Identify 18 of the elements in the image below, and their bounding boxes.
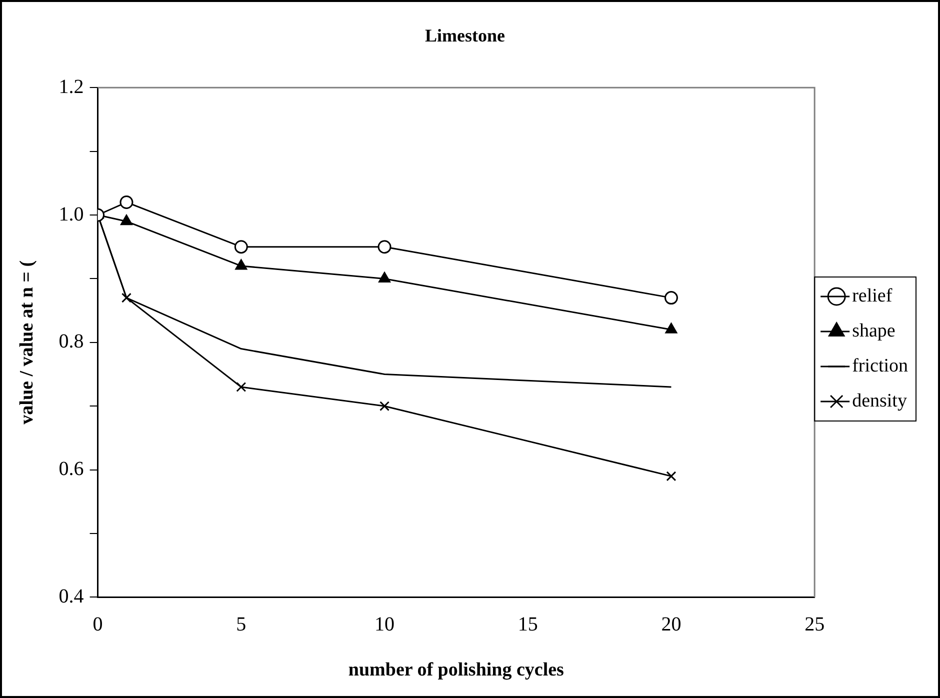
y-tick-label: 1.0 [58, 203, 84, 226]
x-tick-label: 20 [661, 613, 682, 636]
legend-label: relief [852, 285, 893, 306]
x-tick-label: 15 [518, 613, 538, 636]
x-tick-label: 25 [804, 613, 825, 636]
legend-label: density [852, 390, 908, 412]
chart-title: Limestone [425, 25, 505, 46]
y-tick-label: 1.2 [58, 76, 84, 98]
x-axis-title: number of polishing cycles [348, 660, 564, 681]
x-tick-label: 10 [374, 613, 395, 636]
x-tick-label: 5 [236, 613, 246, 636]
y-tick-label: 0.4 [58, 585, 84, 608]
y-axis-title: value / value at n = ( [16, 260, 38, 424]
x-tick-label: 0 [92, 613, 103, 636]
legend-label: friction [852, 355, 908, 376]
legend-label: shape [852, 320, 896, 342]
y-tick-label: 0.6 [58, 458, 84, 480]
y-tick-label: 0.8 [58, 330, 84, 353]
